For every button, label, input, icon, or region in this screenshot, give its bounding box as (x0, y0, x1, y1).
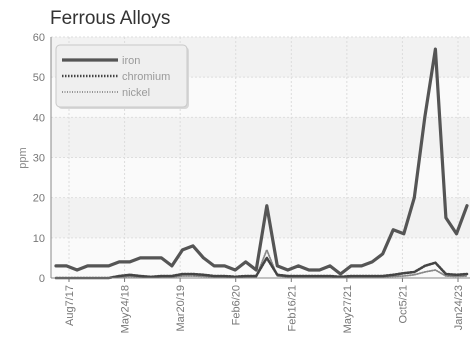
legend: iron chromium nickel (55, 44, 189, 109)
x-tick-label: May27/21 (342, 285, 354, 333)
x-tick-label: May24/18 (120, 285, 132, 333)
series-layer (54, 47, 469, 280)
legend-label-iron: iron (122, 55, 140, 67)
axes (50, 37, 470, 279)
y-tick-label: 30 (33, 153, 45, 165)
legend-label-chromium: chromium (122, 71, 170, 83)
x-tick-label: Jan24/23 (453, 285, 465, 330)
x-tick-label: Mar20/19 (175, 285, 187, 331)
y-tick-label: 60 (33, 32, 45, 44)
y-tick-label: 10 (33, 233, 45, 245)
x-tick-label: Feb6/20 (231, 285, 243, 325)
legend-label-nickel: nickel (122, 87, 150, 99)
y-axis-title: ppm (17, 147, 29, 168)
x-axis-ticks: Aug7/17 May24/18 Mar20/19 Feb6/20 Feb16/21 Ma… (64, 278, 465, 333)
y-tick-label: 20 (33, 193, 45, 205)
series-line-chromium (54, 256, 469, 280)
y-tick-label: 40 (33, 112, 45, 124)
chart-title: Ferrous Alloys (50, 8, 170, 29)
x-tick-label: Aug7/17 (64, 285, 76, 326)
x-tick-label: Oct5/21 (397, 285, 409, 324)
y-axis-ticks: 0 10 20 30 40 50 60 (33, 32, 45, 285)
y-tick-label: 50 (33, 72, 45, 84)
plot-band (51, 117, 470, 158)
x-tick-label: Feb16/21 (286, 285, 298, 331)
series-line-iron (54, 47, 469, 276)
y-tick-label: 0 (39, 273, 45, 285)
